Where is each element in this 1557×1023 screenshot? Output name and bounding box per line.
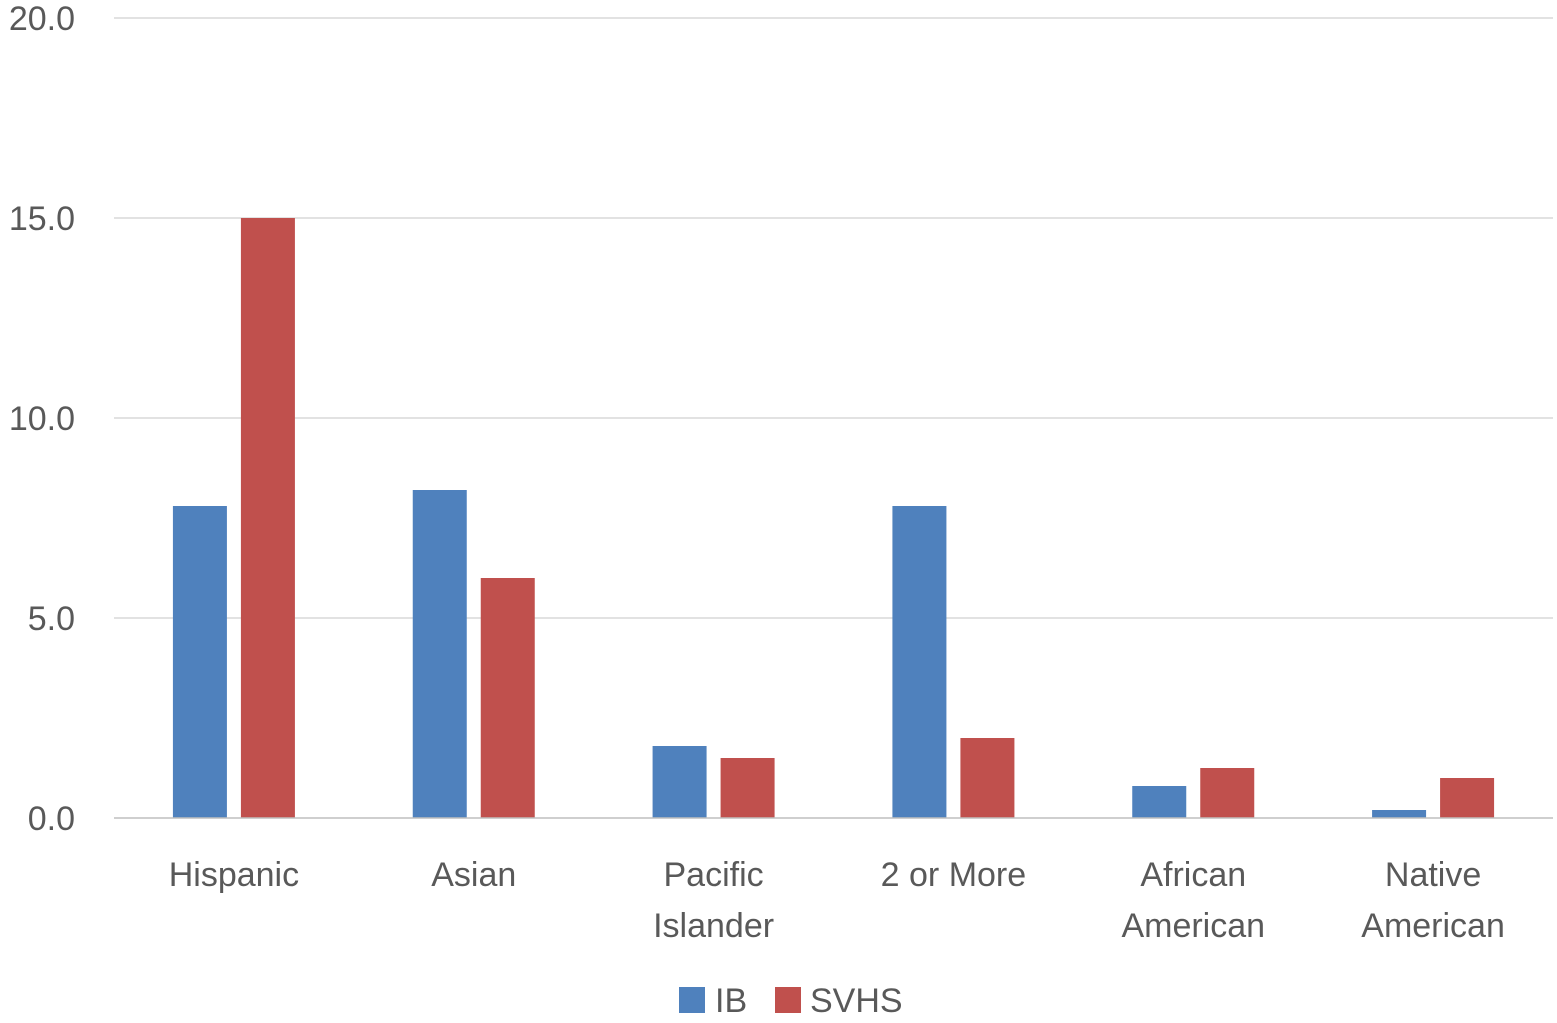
category-label: Pacific Islander [653, 856, 774, 945]
y-tick-label: 0.0 [28, 800, 75, 838]
category-labels: Hispanic Asian Pacific Islander 2 or More Afr… [169, 856, 1505, 945]
bar-ib-2 [652, 746, 707, 818]
bar-ib-1 [412, 490, 467, 818]
legend-label-svhs: SVHS [810, 982, 903, 1020]
y-axis-ticks: 0.0 5.0 10.0 15.0 20.0 [9, 0, 75, 838]
legend-swatch-ib [679, 987, 705, 1013]
gridlines [114, 17, 1553, 619]
legend-label-ib: IB [715, 982, 747, 1020]
bars [172, 218, 1495, 818]
bar-svhs-1 [480, 578, 535, 818]
bar-ib-0 [172, 506, 227, 818]
bar-svhs-0 [240, 218, 295, 818]
category-label-line: African [1140, 856, 1246, 894]
category-label: 2 or More [881, 856, 1027, 894]
category-label: Asian [431, 856, 516, 894]
y-tick-label: 15.0 [9, 200, 75, 238]
category-label-line: American [1361, 907, 1505, 945]
category-label-line: Hispanic [169, 856, 299, 894]
category-label-line: Islander [653, 907, 774, 945]
y-tick-label: 20.0 [9, 0, 75, 38]
legend: IB SVHS [679, 982, 903, 1020]
category-label-line: American [1121, 907, 1265, 945]
category-label-line: Asian [431, 856, 516, 894]
category-label-line: Pacific [664, 856, 764, 894]
bar-svhs-4 [1200, 768, 1255, 818]
category-label: Hispanic [169, 856, 299, 894]
legend-swatch-svhs [775, 987, 801, 1013]
bar-svhs-3 [960, 738, 1015, 818]
category-label: African American [1121, 856, 1265, 945]
bar-svhs-2 [720, 758, 775, 818]
bar-svhs-5 [1440, 778, 1495, 818]
category-label-line: 2 or More [881, 856, 1027, 894]
y-tick-label: 5.0 [28, 600, 75, 638]
bar-ib-3 [892, 506, 947, 818]
bar-ib-4 [1132, 786, 1187, 818]
category-label-line: Native [1385, 856, 1481, 894]
bar-ib-5 [1372, 810, 1427, 818]
category-label: Native American [1361, 856, 1505, 945]
y-tick-label: 10.0 [9, 400, 75, 438]
